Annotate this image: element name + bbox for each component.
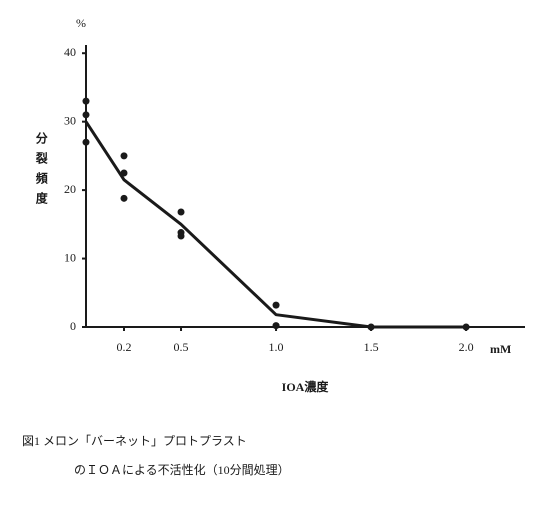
data-point xyxy=(120,194,128,202)
data-point xyxy=(272,322,280,330)
y-axis-label: 分裂頻度 xyxy=(34,131,48,212)
data-point xyxy=(82,97,90,105)
x-tick-label: 2.0 xyxy=(459,340,474,354)
data-point xyxy=(120,152,128,160)
x-tick-label: 1.0 xyxy=(269,340,284,354)
data-point xyxy=(177,208,185,216)
x-tick-label: 0.2 xyxy=(117,340,132,354)
data-point xyxy=(367,323,375,331)
data-point xyxy=(120,169,128,177)
y-tick-label: 20 xyxy=(64,182,76,196)
x-axis-label: IOA濃度 xyxy=(282,379,330,394)
y-tick-label: 40 xyxy=(64,45,76,59)
data-point xyxy=(177,232,185,240)
data-point xyxy=(462,323,470,331)
y-tick-label: 0 xyxy=(70,319,76,333)
data-point xyxy=(272,301,280,309)
x-tick-label: 0.5 xyxy=(174,340,189,354)
data-point xyxy=(82,111,90,119)
caption-line: のＩＯＡによる不活性化（10分間処理） xyxy=(74,463,290,477)
y-unit: % xyxy=(76,16,86,30)
x-unit: mM xyxy=(490,342,511,356)
y-tick-label: 30 xyxy=(64,113,76,127)
data-point xyxy=(82,138,90,146)
y-tick-label: 10 xyxy=(64,250,76,264)
caption-line: 図1 メロン「バーネット」プロトプラスト xyxy=(22,434,247,448)
mean-line xyxy=(84,120,467,329)
x-tick-label: 1.5 xyxy=(364,340,379,354)
